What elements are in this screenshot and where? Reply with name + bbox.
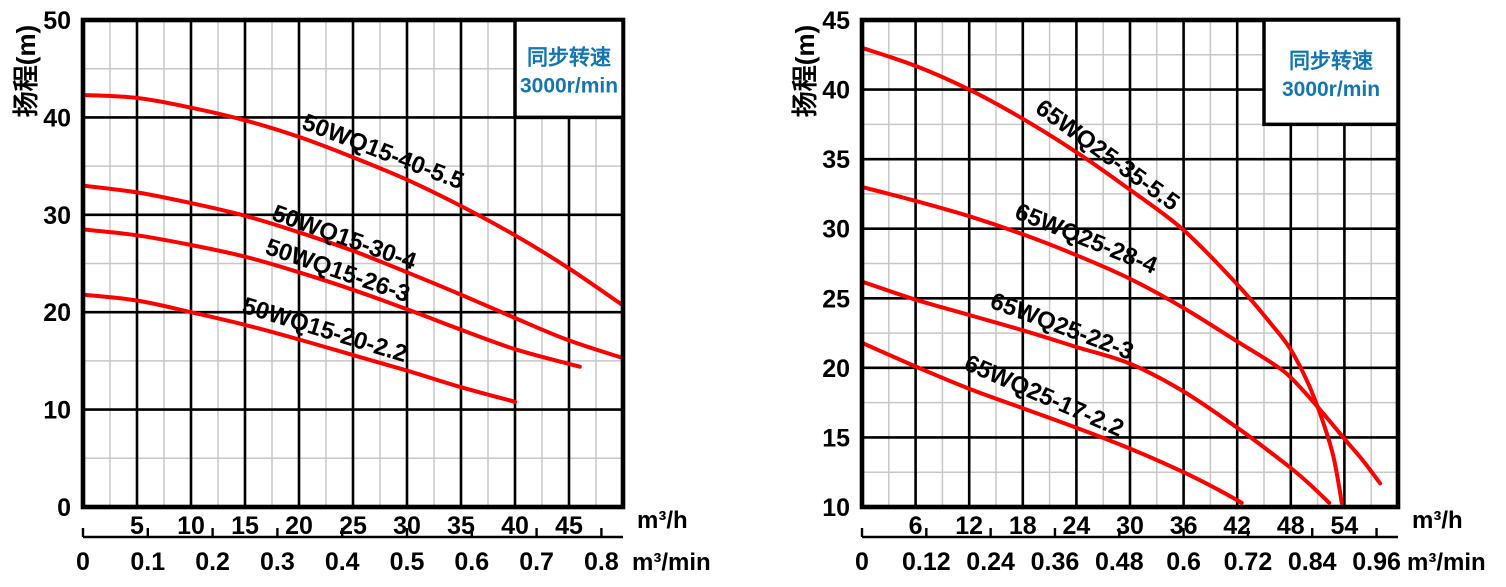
x-unit-secondary-label: m³/min xyxy=(1407,549,1486,576)
secondary-tick-label: 0 xyxy=(855,548,869,576)
secondary-tick-label: 0.3 xyxy=(260,548,295,576)
y-tick-label: 45 xyxy=(822,7,850,35)
legend-box xyxy=(513,18,625,120)
secondary-tick-label: 0.6 xyxy=(454,548,489,576)
x-tick-label: 54 xyxy=(1330,512,1358,540)
y-axis-label: 扬程(m) xyxy=(11,25,41,117)
legend-box xyxy=(1262,18,1400,127)
secondary-tick-label: 0.7 xyxy=(519,548,554,576)
y-tick-label: 40 xyxy=(822,77,850,105)
x-tick-label: 12 xyxy=(955,512,983,540)
y-tick-label: 30 xyxy=(43,202,71,230)
y-tick-label: 50 xyxy=(43,7,71,35)
secondary-tick-label: 0.24 xyxy=(966,548,1015,576)
secondary-tick-label: 0.8 xyxy=(584,548,619,576)
y-tick-label: 0 xyxy=(57,494,71,522)
x-tick-label: 15 xyxy=(231,512,259,540)
y-tick-label: 10 xyxy=(43,397,71,425)
y-axis-label: 扬程(m) xyxy=(790,25,820,117)
curve-65WQ25-17-2.2 xyxy=(860,340,1244,505)
x-tick-label: 20 xyxy=(285,512,313,540)
x-tick-label: 40 xyxy=(501,512,529,540)
y-tick-label: 35 xyxy=(822,146,850,174)
curve-label-50WQ15-40-5.5: 50WQ15-40-5.5 xyxy=(299,109,468,195)
legend-speed-value: 3000r/min xyxy=(520,75,618,98)
y-tick-label: 25 xyxy=(822,285,850,313)
curve-65WQ25-22-3 xyxy=(860,279,1332,505)
x-tick-label: 25 xyxy=(339,512,367,540)
secondary-tick-label: 0.36 xyxy=(1031,548,1080,576)
left-chart: 同步转速3000r/min50WQ15-40-5.550WQ15-30-450W… xyxy=(11,7,711,576)
secondary-tick-label: 0.1 xyxy=(130,548,165,576)
secondary-tick-label: 0.84 xyxy=(1288,548,1337,576)
curve-50WQ15-20-2.2 xyxy=(81,292,517,404)
curve-65WQ25-28-4 xyxy=(860,184,1383,486)
secondary-tick-label: 0.72 xyxy=(1224,548,1273,576)
secondary-tick-label: 0.5 xyxy=(390,548,425,576)
secondary-tick-label: 0.6 xyxy=(1166,548,1201,576)
y-tick-label: 30 xyxy=(822,216,850,244)
curve-50WQ15-40-5.5 xyxy=(81,92,625,308)
x-tick-label: 35 xyxy=(447,512,475,540)
x-tick-label: 6 xyxy=(909,512,923,540)
x-tick-label: 30 xyxy=(1116,512,1144,540)
legend-speed-title: 同步转速 xyxy=(1289,49,1373,73)
x-unit-primary-label: m³/h xyxy=(637,507,688,534)
secondary-tick-label: 0.12 xyxy=(902,548,951,576)
x-tick-label: 45 xyxy=(555,512,583,540)
x-unit-secondary-label: m³/min xyxy=(632,549,711,576)
curve-50WQ15-26-3 xyxy=(81,227,582,369)
y-tick-label: 40 xyxy=(43,104,71,132)
y-tick-label: 15 xyxy=(822,424,850,452)
plot-border xyxy=(80,17,626,510)
curve-50WQ15-30-4 xyxy=(81,183,625,360)
right-chart: 同步转速3000r/min65WQ25-35-5.565WQ25-28-465W… xyxy=(790,7,1486,576)
curve-65WQ25-35-5.5 xyxy=(860,45,1344,505)
curve-label-65WQ25-35-5.5: 65WQ25-35-5.5 xyxy=(1030,94,1184,216)
x-tick-label: 24 xyxy=(1062,512,1090,540)
y-tick-label: 20 xyxy=(822,355,850,383)
y-tick-label: 10 xyxy=(822,494,850,522)
x-unit-primary-label: m³/h xyxy=(1412,507,1463,534)
plot-border xyxy=(859,17,1401,510)
secondary-tick-label: 0.4 xyxy=(325,548,360,576)
x-tick-label: 18 xyxy=(1009,512,1037,540)
x-tick-label: 10 xyxy=(177,512,205,540)
secondary-tick-label: 0.96 xyxy=(1352,548,1401,576)
legend-speed-title: 同步转速 xyxy=(527,46,611,70)
y-tick-label: 20 xyxy=(43,299,71,327)
x-tick-label: 5 xyxy=(130,512,144,540)
x-tick-label: 48 xyxy=(1277,512,1305,540)
x-tick-label: 42 xyxy=(1223,512,1251,540)
secondary-tick-label: 0 xyxy=(76,548,90,576)
secondary-tick-label: 0.48 xyxy=(1095,548,1144,576)
secondary-tick-label: 0.2 xyxy=(195,548,230,576)
legend-speed-value: 3000r/min xyxy=(1282,78,1380,101)
